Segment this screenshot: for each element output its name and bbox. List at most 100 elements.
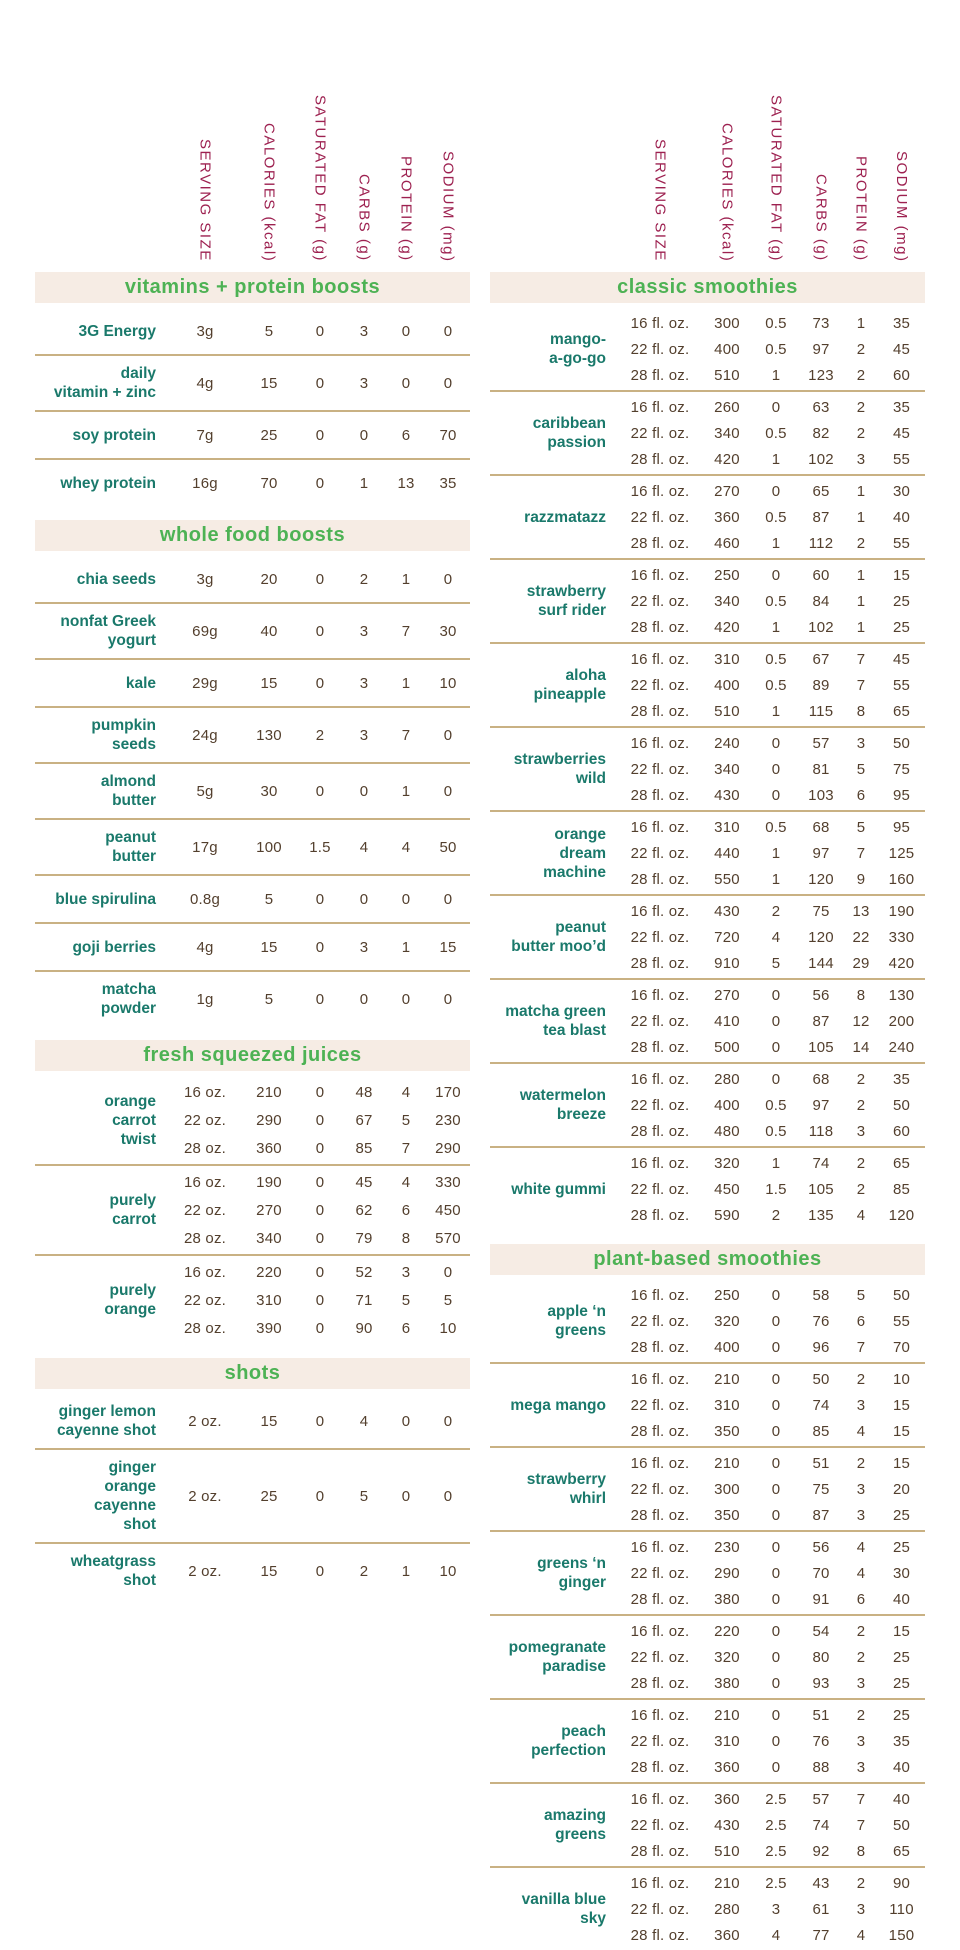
value-cell: 74: [812, 1816, 830, 1834]
nutrition-row: 22 fl. oz. 720 4 120 22 330: [620, 924, 925, 950]
serving-size-cell: 7g: [196, 426, 214, 444]
value-cell: 210: [714, 1454, 740, 1472]
value-cell: 0: [315, 1229, 325, 1247]
value-cell: 3: [856, 734, 866, 752]
value-cell: 25: [892, 618, 911, 636]
value-cell: 300: [714, 314, 740, 332]
value-cell: 3: [359, 622, 369, 640]
serving-size-cell: 24g: [192, 726, 218, 744]
value-cell: 380: [714, 1590, 740, 1608]
serving-size-cell: 4g: [196, 938, 214, 956]
item-label: strawberries wild: [513, 751, 606, 787]
value-cell: 1: [401, 570, 411, 588]
value-cell: 70: [439, 426, 457, 444]
value-cell: 4: [856, 1926, 866, 1944]
left-table: SERVING SIZE CALORIES (kcal) SATURATED FAT…: [35, 0, 470, 1950]
value-cell: 3: [856, 1900, 866, 1918]
value-cell: 590: [714, 1206, 740, 1224]
value-cell: 92: [812, 1842, 830, 1860]
menu-item-row: caribbean passion 16 fl. oz. 260 0 63 2 35 22 f…: [490, 392, 925, 476]
value-cell: 0.5: [765, 424, 787, 442]
value-cell: 0: [771, 1758, 781, 1776]
serving-size-cell: 22 oz.: [183, 1201, 227, 1219]
value-cell: 2: [856, 1454, 866, 1472]
value-cell: 0: [315, 1111, 325, 1129]
value-cell: 75: [812, 902, 830, 920]
value-cell: 3: [771, 1900, 781, 1918]
section-title: shots: [224, 1362, 281, 1384]
item-label: wheatgrass shot: [70, 1553, 156, 1589]
serving-size-cell: 16 fl. oz.: [630, 650, 690, 668]
menu-section: shots ginger lemon cayenne shot 2 oz. 15 0 4 0…: [35, 1358, 470, 1598]
value-cell: 310: [714, 1396, 740, 1414]
value-cell: 410: [714, 1012, 740, 1030]
value-cell: 4: [401, 1173, 411, 1191]
value-cell: 60: [892, 366, 911, 384]
column-header-cell: CALORIES (kcal): [700, 0, 754, 272]
value-cell: 1: [401, 674, 411, 692]
serving-size-cell: 28 fl. oz.: [630, 954, 690, 972]
value-cell: 0: [315, 1487, 325, 1505]
nutrition-row: 16 fl. oz. 270 0 56 8 130: [620, 982, 925, 1008]
serving-size-cell: 16 fl. oz.: [630, 1454, 690, 1472]
value-cell: 110: [889, 1900, 914, 1918]
value-cell: 0: [315, 1291, 325, 1309]
value-cell: 76: [812, 1732, 830, 1750]
value-cell: 350: [714, 1422, 740, 1440]
value-cell: 4: [359, 1412, 369, 1430]
value-cell: 510: [714, 702, 740, 720]
item-label: apple ‘n greens: [547, 1303, 606, 1339]
nutrition-row: 22 fl. oz. 410 0 87 12 200: [620, 1008, 925, 1034]
value-cell: 310: [714, 818, 740, 836]
item-size-rows: 7g 25 0 0 6 70: [170, 420, 470, 450]
value-cell: 5: [443, 1291, 453, 1309]
value-cell: 57: [812, 734, 830, 752]
serving-size-cell: 29g: [192, 674, 218, 692]
value-cell: 63: [812, 398, 830, 416]
value-cell: 1: [771, 702, 781, 720]
value-cell: 0: [771, 1370, 781, 1388]
serving-size-cell: 22 fl. oz.: [630, 1816, 690, 1834]
menu-item-row: strawberry whirl 16 fl. oz. 210 0 51 2 15 22 fl…: [490, 1448, 925, 1532]
value-cell: 88: [812, 1758, 830, 1776]
nutrition-row: 28 fl. oz. 480 0.5 118 3 60: [620, 1118, 925, 1144]
menu-item-row: peanut butter 17g 100 1.5 4 4 50: [35, 820, 470, 876]
item-label: ginger orange cayenne shot: [93, 1459, 156, 1533]
value-cell: 4: [856, 1206, 866, 1224]
nutrition-row: 28 fl. oz. 350 0 85 4 15: [620, 1418, 925, 1444]
value-cell: 0: [443, 322, 453, 340]
value-cell: 2: [771, 1206, 781, 1224]
value-cell: 70: [260, 474, 278, 492]
item-label: peanut butter: [105, 829, 156, 865]
value-cell: 0.5: [765, 314, 787, 332]
item-size-rows: 29g 15 0 3 1 10: [170, 668, 470, 698]
item-size-rows: 16 oz. 220 0 52 3 0 22 oz. 310 0 71 5 5 28 oz. 390 0 90…: [170, 1258, 470, 1342]
value-cell: 90: [355, 1319, 373, 1337]
column-header-cell: PROTEIN (g): [844, 0, 878, 272]
serving-size-cell: 28 oz.: [183, 1319, 227, 1337]
value-cell: 87: [812, 1506, 830, 1524]
column-header-cell: SERVING SIZE: [620, 0, 700, 272]
value-cell: 0: [443, 782, 453, 800]
value-cell: 0: [315, 990, 325, 1008]
value-cell: 0.5: [765, 340, 787, 358]
value-cell: 450: [714, 1180, 740, 1198]
item-label: goji berries: [72, 938, 156, 956]
serving-size-cell: 22 fl. oz.: [630, 1012, 690, 1030]
section-title: classic smoothies: [617, 276, 798, 298]
column-header: SERVING SIZE: [651, 139, 669, 262]
value-cell: 0: [443, 374, 453, 392]
nutrition-row: 22 fl. oz. 290 0 70 4 30: [620, 1560, 925, 1586]
value-cell: 0: [443, 570, 453, 588]
column-header: CALORIES (kcal): [718, 122, 736, 262]
item-size-rows: 16 fl. oz. 300 0.5 73 1 35 22 fl. oz. 400 0.5 97 2…: [620, 310, 925, 388]
item-size-rows: 5g 30 0 0 1 0: [170, 776, 470, 806]
menu-item-row: apple ‘n greens 16 fl. oz. 250 0 58 5 50 22 fl.…: [490, 1280, 925, 1364]
value-cell: 43: [812, 1874, 830, 1892]
item-size-rows: 16 oz. 210 0 48 4 170 22 oz. 290 0 67 5 230 28 oz. 36…: [170, 1078, 470, 1162]
item-size-rows: 16 fl. oz. 360 2.5 57 7 40 22 fl. oz. 430 2.5 74 7…: [620, 1786, 925, 1864]
value-cell: 12: [852, 1012, 870, 1030]
nutrition-row: 28 fl. oz. 510 1 123 2 60: [620, 362, 925, 388]
serving-size-cell: 28 fl. oz.: [630, 1674, 690, 1692]
item-size-rows: 16 fl. oz. 250 0 58 5 50 22 fl. oz. 320 0 76 6 55 28…: [620, 1282, 925, 1360]
